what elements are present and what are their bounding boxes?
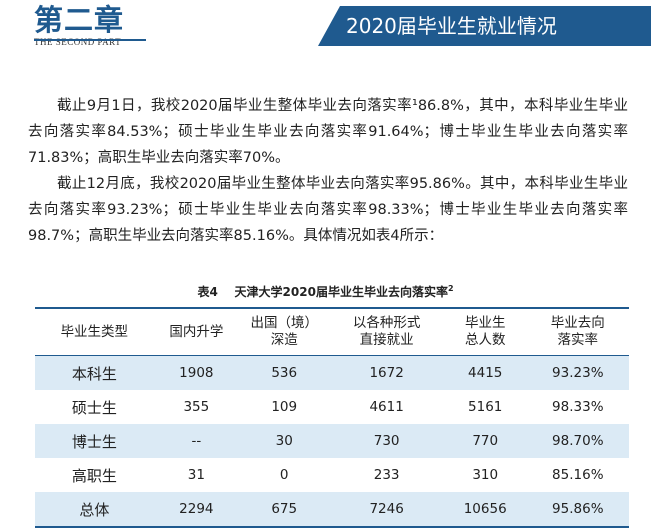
table-caption: 表4 天津大学2020届毕业生毕业去向落实率2 [0,283,651,300]
table-cell: 770 [443,424,527,458]
paragraph-2: 截止12月底，我校2020届毕业生整体毕业去向落实率95.86%。其中，本科毕业… [28,176,628,244]
column-header: 毕业去向 落实率 [526,307,629,356]
table-cell: 硕士生 [71,398,117,417]
column-header: 国内升学 [153,307,240,356]
table-cell: 4611 [369,399,404,415]
column-header: 以各种形式 直接就业 [329,307,444,356]
chapter-title: 第二章 [34,3,125,37]
title-banner [318,6,651,46]
table-title: 天津大学2020届毕业生毕业去向落实率 [234,285,448,299]
table-row-total: 总体 2294 675 7246 10656 95.86% [35,492,629,528]
table-cell: 109 [271,399,298,415]
table-cell: 355 [183,399,210,415]
table-cell: 7246 [329,492,444,528]
table-cell: 高职生 [71,466,117,485]
table-cell: 675 [239,492,330,528]
table-cell: 30 [239,424,330,458]
table-cell: 536 [239,355,330,390]
paragraph-1: 截止9月1日，我校2020届毕业生整体毕业去向落实率¹86.8%，其中，本科毕业… [28,98,628,166]
table-cell: 31 [187,467,205,483]
table-row: 硕士生 355 109 4611 5161 98.33% [35,390,629,424]
table-cell: 1908 [153,355,240,390]
table-cell: 5161 [468,399,503,415]
table-cell: 98.33% [552,399,604,415]
table-cell: 4415 [443,355,527,390]
table-cell: 0 [279,467,289,483]
table-cell: 2294 [153,492,240,528]
column-header: 出国（境） 深造 [239,307,330,356]
table-row: 高职生 31 0 233 310 85.16% [35,458,629,492]
table-cell: 博士生 [35,424,154,458]
table-row: 博士生 -- 30 730 770 98.70% [35,424,629,458]
table-cell: 233 [373,467,400,483]
chapter-underline [34,39,146,41]
table-cell: 总体 [35,492,154,528]
chapter-subtitle: THE SECOND PART [34,37,122,47]
table-cell: 85.16% [552,467,604,483]
table-cell: 93.23% [526,355,629,390]
table-cell: -- [153,424,240,458]
body-text: 截止9月1日，我校2020届毕业生整体毕业去向落实率¹86.8%，其中，本科毕业… [28,93,628,249]
table-row: 本科生 1908 536 1672 4415 93.23% [35,355,629,390]
chapter-heading: 第二章 THE SECOND PART [34,3,146,47]
table-cell: 本科生 [35,355,154,390]
column-header: 毕业生 总人数 [443,307,527,356]
table-cell: 98.70% [526,424,629,458]
table-cell: 730 [329,424,444,458]
employment-table: 毕业生类型 国内升学 出国（境） 深造 以各种形式 直接就业 毕业生 总人数 毕业去向… [35,307,629,528]
table-cell: 310 [472,467,499,483]
table-footnote-mark: 2 [447,284,454,293]
section-title: 2020届毕业生就业情况 [346,14,557,38]
table-cell: 95.86% [526,492,629,528]
table-cell: 1672 [329,355,444,390]
table-cell: 10656 [443,492,527,528]
column-header: 毕业生类型 [35,307,154,356]
table-number: 表4 [197,285,218,299]
table-header-row: 毕业生类型 国内升学 出国（境） 深造 以各种形式 直接就业 毕业生 总人数 毕业去向… [35,307,629,356]
